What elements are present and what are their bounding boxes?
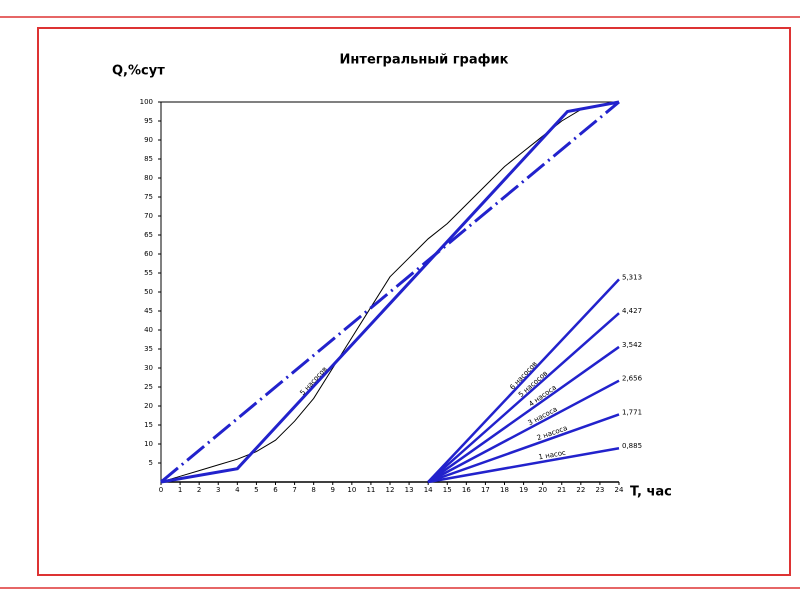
x-tick-label: 23 xyxy=(595,486,604,494)
x-tick-label: 2 xyxy=(197,486,201,494)
y-tick-label: 15 xyxy=(144,421,153,429)
series-label: 2 насоса xyxy=(536,424,569,442)
x-tick-label: 13 xyxy=(405,486,414,494)
x-axis-label: T, час xyxy=(630,485,672,500)
end-label: 2,656 xyxy=(622,375,643,383)
x-tick-label: 5 xyxy=(254,486,258,494)
series-line xyxy=(427,312,620,483)
y-tick-label: 40 xyxy=(144,326,153,334)
y-tick-label: 55 xyxy=(144,269,153,277)
x-tick-label: 0 xyxy=(159,486,163,494)
y-tick-label: 30 xyxy=(144,364,153,372)
x-tick-label: 4 xyxy=(235,486,240,494)
series-line xyxy=(427,345,620,484)
x-tick-label: 21 xyxy=(557,486,566,494)
end-label: 5,313 xyxy=(622,273,642,281)
y-tick-label: 45 xyxy=(144,307,153,315)
x-tick-label: 18 xyxy=(500,486,509,494)
x-tick-label: 16 xyxy=(462,486,471,494)
series-line xyxy=(427,447,620,484)
y-tick-label: 75 xyxy=(144,193,153,201)
x-tick-label: 17 xyxy=(481,486,490,494)
x-tick-label: 1 xyxy=(178,486,182,494)
x-tick-label: 11 xyxy=(366,486,375,494)
y-axis-label: Q,%сут xyxy=(112,64,165,79)
y-tick-label: 25 xyxy=(144,383,153,391)
y-tick-label: 60 xyxy=(144,250,153,258)
end-label: 4,427 xyxy=(622,307,642,315)
y-tick-label: 5 xyxy=(149,459,153,467)
series-line xyxy=(160,100,620,484)
y-tick-label: 35 xyxy=(144,345,153,353)
y-tick-label: 100 xyxy=(140,98,153,106)
y-tick-label: 65 xyxy=(144,231,153,239)
x-tick-label: 9 xyxy=(331,486,335,494)
series-line xyxy=(427,379,620,484)
frame xyxy=(37,27,791,576)
end-label: 1,771 xyxy=(622,408,642,416)
series-line xyxy=(427,413,620,484)
x-tick-label: 20 xyxy=(538,486,547,494)
y-tick-label: 95 xyxy=(144,117,153,125)
x-tick-label: 22 xyxy=(576,486,585,494)
series-line xyxy=(160,100,620,484)
x-tick-label: 3 xyxy=(216,486,220,494)
y-tick-label: 70 xyxy=(144,212,153,220)
x-tick-label: 15 xyxy=(443,486,452,494)
x-tick-label: 6 xyxy=(273,486,278,494)
x-tick-label: 10 xyxy=(347,486,356,494)
y-tick-label: 10 xyxy=(144,440,153,448)
y-tick-label: 50 xyxy=(144,288,153,296)
x-tick-label: 7 xyxy=(292,486,296,494)
y-tick-label: 85 xyxy=(144,155,153,163)
x-tick-label: 14 xyxy=(424,486,433,494)
series-line xyxy=(427,278,620,483)
chart-title: Интегральный график xyxy=(340,53,509,68)
end-label: 0,885 xyxy=(622,442,642,450)
y-tick-label: 80 xyxy=(144,174,153,182)
x-tick-label: 19 xyxy=(519,486,528,494)
x-tick-label: 8 xyxy=(311,486,315,494)
y-tick-label: 90 xyxy=(144,136,153,144)
end-label: 3,542 xyxy=(622,341,642,349)
x-tick-label: 12 xyxy=(386,486,395,494)
x-tick-label: 24 xyxy=(615,486,624,494)
y-tick-label: 20 xyxy=(144,402,153,410)
